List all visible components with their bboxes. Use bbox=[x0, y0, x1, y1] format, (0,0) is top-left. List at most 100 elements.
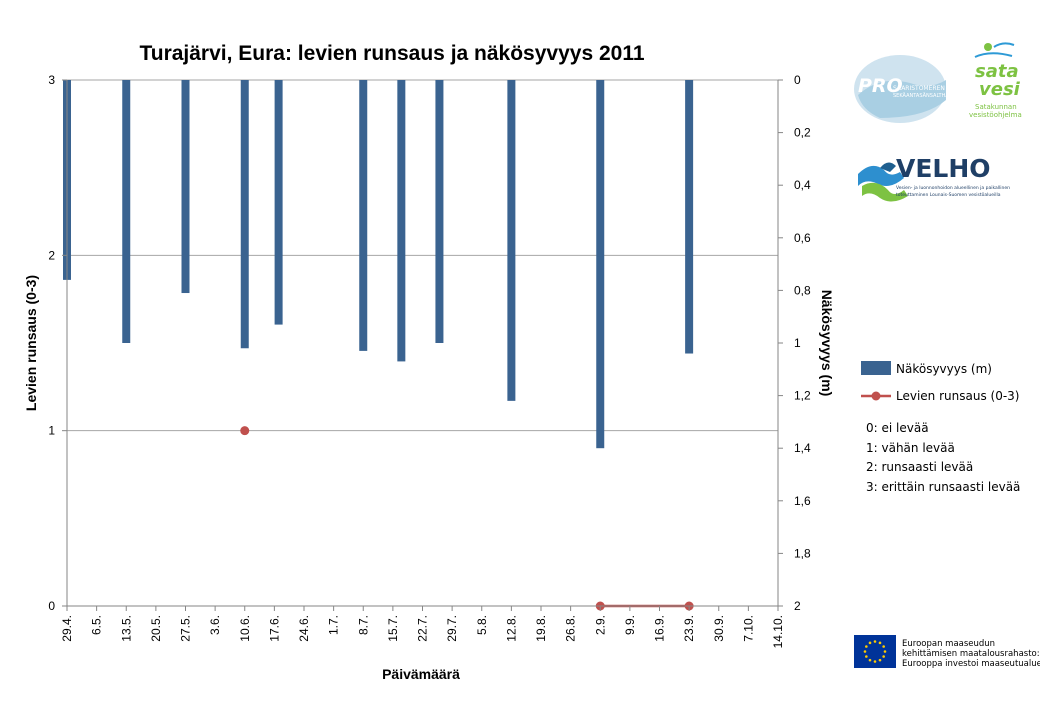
bar bbox=[274, 80, 283, 325]
eu-flag-stars bbox=[863, 640, 887, 663]
left-tick-label: 2 bbox=[48, 248, 55, 262]
eu-star bbox=[863, 650, 867, 653]
eu-star bbox=[882, 645, 885, 648]
legend-line-marker bbox=[871, 391, 881, 401]
left-tick-label: 0 bbox=[48, 599, 55, 613]
legend-line-label: Levien runsaus (0-3) bbox=[896, 389, 1019, 403]
x-tick-label: 10.6. bbox=[238, 615, 252, 642]
right-tick-label: 0,8 bbox=[794, 283, 811, 297]
eu-star bbox=[868, 641, 872, 645]
left-tick-label: 3 bbox=[48, 73, 55, 87]
legend-bar-swatch bbox=[861, 361, 891, 375]
eu-star bbox=[865, 655, 868, 658]
eu-star bbox=[883, 650, 887, 653]
chart-title: Turajärvi, Eura: levien runsaus ja näkös… bbox=[139, 42, 644, 65]
right-tick-label: 2 bbox=[794, 599, 801, 613]
x-tick-label: 23.9. bbox=[682, 615, 696, 642]
x-tick-label: 2.9. bbox=[593, 615, 607, 635]
right-tick-label: 0,6 bbox=[794, 231, 811, 245]
x-tick-label: 12.8. bbox=[504, 615, 518, 642]
x-tick-label: 13.5. bbox=[119, 615, 133, 642]
right-tick-label: 1,6 bbox=[794, 494, 811, 508]
eu-funding-logo: Euroopan maaseudun kehittämisen maatalou… bbox=[854, 635, 1040, 669]
y-axis-left-title: Levien runsaus (0-3) bbox=[23, 275, 39, 411]
scale-notes: 0: ei levää 1: vähän levää 2: runsaasti … bbox=[866, 421, 1020, 494]
right-tick-label: 0 bbox=[794, 73, 801, 87]
legend: Näkösyvyys (m) Levien runsaus (0-3) bbox=[861, 361, 1019, 403]
x-tick-labels: 29.4. 6.5. 13.5. 20.5. 27.5. 3.6. 10.6. 17.6. 24… bbox=[60, 615, 785, 648]
bar-series bbox=[63, 80, 694, 449]
bar bbox=[397, 80, 406, 362]
x-tick-label: 15.7. bbox=[386, 615, 400, 642]
satavesi-line1: sata bbox=[975, 61, 1019, 82]
x-tick-label: 7.10. bbox=[741, 615, 755, 642]
satavesi-logo: sata vesi Satakunnan vesistöohjelma bbox=[969, 42, 1022, 119]
right-tick-label: 1,8 bbox=[794, 546, 811, 560]
velho-sub2: toteuttaminen Lounais-Suomen vesistöalue… bbox=[896, 192, 1001, 198]
x-tick-label: 20.5. bbox=[149, 615, 163, 642]
bar bbox=[435, 80, 444, 343]
bar bbox=[685, 80, 694, 354]
x-tick-label: 19.8. bbox=[534, 615, 548, 642]
satavesi-sub1: Satakunnan bbox=[975, 103, 1017, 111]
x-tick-label: 9.9. bbox=[623, 615, 637, 635]
satavesi-sub2: vesistöohjelma bbox=[969, 111, 1022, 119]
x-tick-label: 16.9. bbox=[653, 615, 667, 642]
eu-star bbox=[873, 660, 877, 663]
note-3: 3: erittäin runsaasti levää bbox=[866, 480, 1020, 494]
pro-logo-sub1: SAARISTOMEREN bbox=[893, 85, 945, 92]
right-tick-label: 1 bbox=[794, 336, 801, 350]
gridlines bbox=[67, 79, 778, 432]
x-tick-label: 3.6. bbox=[208, 615, 222, 635]
bar bbox=[181, 80, 190, 294]
x-tick-label: 17.6. bbox=[267, 615, 281, 642]
x-tick-label: 1.7. bbox=[327, 615, 341, 635]
x-tick-label: 27.5. bbox=[179, 615, 193, 642]
velho-logo: VELHO Vesien- ja luonnonhoidon alueellin… bbox=[858, 154, 1010, 202]
eu-star bbox=[873, 640, 877, 643]
velho-sub1: Vesien- ja luonnonhoidon alueellinen ja … bbox=[896, 185, 1010, 191]
legend-bar-label: Näkösyvyys (m) bbox=[896, 362, 992, 376]
bar bbox=[596, 80, 605, 449]
note-2: 2: runsaasti levää bbox=[866, 460, 973, 474]
bar bbox=[240, 80, 249, 349]
axes bbox=[62, 79, 783, 611]
x-tick-label: 29.4. bbox=[60, 615, 74, 642]
velho-name: VELHO bbox=[896, 154, 991, 183]
line-point bbox=[240, 426, 250, 436]
x-tick-label: 26.8. bbox=[564, 615, 578, 642]
eu-flag bbox=[854, 635, 896, 668]
bar bbox=[122, 80, 131, 343]
pro-logo-sub2: SEKÄANTASÄNSALTHAVEN bbox=[893, 92, 959, 99]
eu-line3: Eurooppa investoi maaseutualueisiin bbox=[902, 659, 1040, 669]
bar bbox=[359, 80, 368, 351]
eu-star bbox=[882, 655, 885, 658]
note-0: 0: ei levää bbox=[866, 421, 929, 435]
eu-star bbox=[878, 658, 882, 662]
left-tick-labels: 0 1 2 3 bbox=[48, 73, 55, 613]
x-tick-label: 24.6. bbox=[297, 615, 311, 642]
x-axis-title: Päivämäärä bbox=[382, 666, 460, 682]
eu-star bbox=[878, 641, 882, 645]
x-tick-label: 6.5. bbox=[90, 615, 104, 635]
note-1: 1: vähän levää bbox=[866, 441, 955, 455]
x-tick-label: 5.8. bbox=[475, 615, 489, 635]
right-tick-label: 0,2 bbox=[794, 126, 811, 140]
x-tick-label: 30.9. bbox=[712, 615, 726, 642]
x-tick-label: 14.10. bbox=[771, 615, 785, 648]
eu-star bbox=[868, 658, 872, 662]
y-axis-right-title: Näkösyvyys (m) bbox=[819, 290, 835, 397]
line-series bbox=[240, 426, 694, 611]
bar bbox=[507, 80, 516, 401]
pro-logo-main: PRO bbox=[858, 75, 903, 97]
left-tick-label: 1 bbox=[48, 424, 55, 438]
right-tick-label: 0,4 bbox=[794, 178, 811, 192]
x-tick-label: 29.7. bbox=[445, 615, 459, 642]
eu-star bbox=[865, 645, 868, 648]
x-tick-label: 8.7. bbox=[356, 615, 370, 635]
right-tick-label: 1,2 bbox=[794, 389, 811, 403]
eu-line2: kehittämisen maatalousrahasto: bbox=[902, 649, 1040, 659]
x-tick-label: 22.7. bbox=[416, 615, 430, 642]
pro-saaristomeri-logo: PRO SAARISTOMEREN SEKÄANTASÄNSALTHAVEN bbox=[854, 55, 959, 123]
